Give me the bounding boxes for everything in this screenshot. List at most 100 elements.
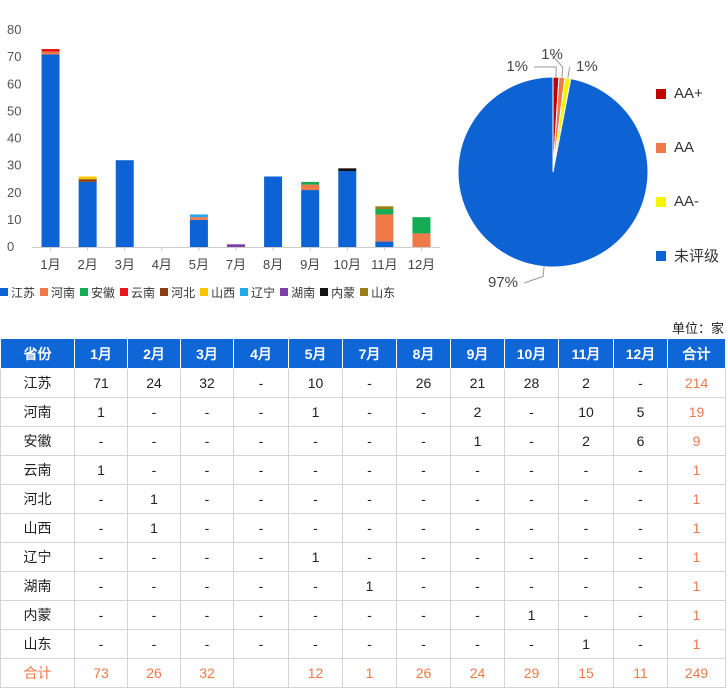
table-header-cell: 8月	[396, 338, 451, 369]
table-cell: -	[613, 542, 668, 572]
table-cell: -	[180, 484, 234, 514]
table-cell: -	[233, 542, 289, 572]
legend-swatch	[160, 288, 169, 296]
province-cell: 山东	[0, 629, 75, 659]
table-cell: -	[504, 455, 559, 485]
table-cell: -	[558, 571, 614, 601]
table-cell: -	[233, 368, 289, 398]
legend-swatch	[200, 288, 209, 296]
table-cell: -	[396, 426, 451, 456]
table-cell: -	[180, 455, 234, 485]
table-row: 山西 -1- - - - - - - - -1	[0, 513, 726, 543]
legend-swatch	[40, 288, 49, 296]
table-cell: -	[180, 629, 234, 659]
table-header-cell: 10月	[504, 338, 559, 369]
x-tick-label: 2月	[78, 257, 98, 272]
y-tick-label: 60	[7, 76, 21, 91]
legend-swatch	[320, 288, 329, 296]
province-cell: 湖南	[0, 571, 75, 601]
table-cell: -	[396, 455, 451, 485]
table-cell: -	[450, 484, 505, 514]
pie-slice-label: 1%	[541, 46, 563, 63]
table-row: 河北 -1- - - - - - - - -1	[0, 484, 726, 514]
y-tick-label: 40	[7, 131, 21, 146]
table-header-row: 省份 1月 2月 3月 4月 5月 7月 8月 9月 10月 11月 12月 合计	[0, 338, 726, 369]
table-cell: 1	[74, 397, 128, 427]
legend-label: 内蒙	[331, 285, 356, 300]
table-total-row: 合计 73 26 32 12 1 26 24 29 15 11 249	[0, 658, 726, 688]
table-cell: -	[74, 426, 128, 456]
table-cell: -	[613, 368, 668, 398]
table-cell: -	[127, 397, 181, 427]
table-cell: -	[288, 513, 343, 543]
table-cell: 24	[127, 368, 181, 398]
x-tick-label: 9月	[300, 257, 320, 272]
table-cell: 1	[450, 426, 505, 456]
province-cell: 辽宁	[0, 542, 75, 572]
table-row: 云南 1- - - - - - - - - -1	[0, 455, 726, 485]
bar-segment	[264, 176, 283, 247]
table-cell: -	[180, 542, 234, 572]
table-cell: -	[233, 600, 289, 630]
pie-legend-item: AA	[656, 134, 719, 161]
bar-segment	[338, 168, 357, 172]
y-tick-label: 0	[7, 239, 14, 254]
province-cell: 河北	[0, 484, 75, 514]
table-cell: 73	[74, 658, 128, 688]
summary-table: 省份 1月 2月 3月 4月 5月 7月 8月 9月 10月 11月 12月 合计 江苏 71 24 32-1…	[0, 338, 726, 688]
legend-swatch	[80, 288, 89, 296]
bar-segment	[78, 181, 97, 247]
table-cell: -	[233, 397, 289, 427]
bar-segment	[338, 171, 357, 247]
legend-label: AA	[674, 139, 695, 156]
table-cell: 1	[342, 658, 397, 688]
table-cell: -	[450, 455, 505, 485]
table-cell: 28	[504, 368, 559, 398]
table-header-cell: 4月	[233, 338, 289, 369]
table-cell: -	[233, 484, 289, 514]
table-cell: -	[233, 455, 289, 485]
table-header-cell: 合计	[667, 338, 726, 369]
table-cell: -	[613, 455, 668, 485]
legend-label: AA+	[674, 85, 703, 102]
table-cell: -	[74, 571, 128, 601]
table-cell: -	[450, 513, 505, 543]
legend-swatch	[656, 88, 666, 99]
table-cell: -	[288, 455, 343, 485]
pie-leader-line	[567, 66, 571, 79]
table-cell: 1	[558, 629, 614, 659]
legend-item: 山西	[200, 284, 235, 301]
table-cell: -	[74, 600, 128, 630]
table-cell: -	[233, 629, 289, 659]
x-tick-label: 3月	[115, 257, 135, 272]
pie-chart-legend: AA+ AA AA- 未评级	[656, 80, 719, 296]
x-tick-label: 4月	[152, 257, 172, 272]
pie-leader-line	[551, 54, 564, 78]
bar-segment	[412, 217, 431, 234]
table-cell: 6	[613, 426, 668, 456]
bar-segment	[78, 179, 97, 182]
x-tick-label: 1月	[40, 257, 60, 272]
table-cell: -	[504, 629, 559, 659]
total-cell: 1	[667, 542, 726, 572]
legend-item: 安徽	[80, 284, 115, 301]
table-header-cell: 7月	[342, 338, 397, 369]
table-cell: -	[504, 484, 559, 514]
table-cell: -	[558, 600, 614, 630]
table-cell: -	[558, 513, 614, 543]
x-tick-label: 12月	[408, 257, 435, 272]
legend-swatch	[656, 142, 666, 153]
bar-segment	[301, 181, 320, 185]
table-cell: -	[396, 542, 451, 572]
y-tick-label: 70	[7, 49, 21, 64]
table-cell: -	[613, 484, 668, 514]
table-row: 湖南 - - - - -1- - - - -1	[0, 571, 726, 601]
pie-slice	[457, 76, 649, 268]
table-cell: -	[342, 629, 397, 659]
total-cell: 1	[667, 455, 726, 485]
table-cell: -	[558, 455, 614, 485]
table-cell: -	[127, 629, 181, 659]
table-cell: 12	[288, 658, 343, 688]
table-header-cell: 2月	[127, 338, 181, 369]
bar-segment	[189, 217, 208, 220]
